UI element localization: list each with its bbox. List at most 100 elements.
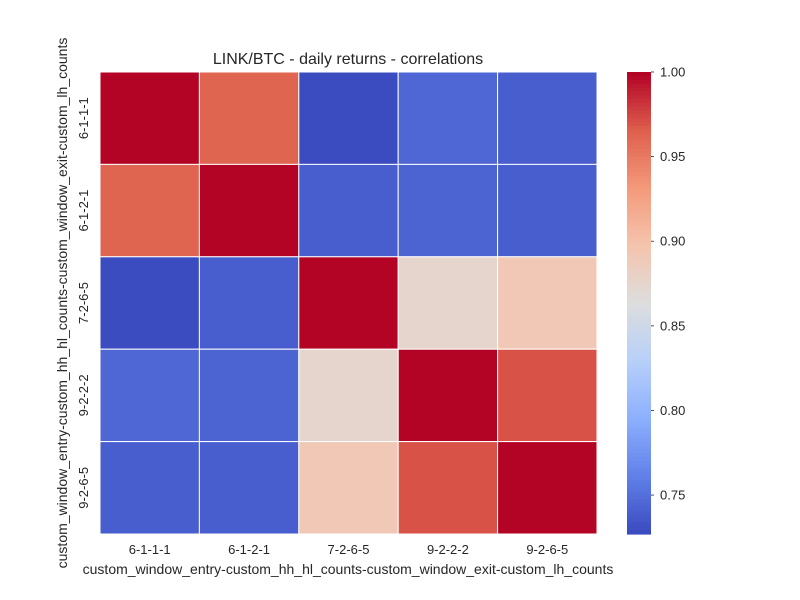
colorbar-segment (627, 110, 651, 115)
colorbar-segment (627, 299, 651, 304)
colorbar-segment (627, 457, 651, 462)
colorbar-segment (627, 276, 651, 281)
colorbar-segment (627, 287, 651, 293)
colorbar-segment (627, 422, 651, 427)
colorbar-segment (627, 160, 651, 165)
colorbar-segment (627, 522, 651, 527)
colorbar-segment (627, 256, 651, 262)
colorbar-segment (627, 530, 651, 535)
heatmap-cell-6-1-2-1-9-2-2-2 (397, 163, 499, 258)
heatmap-cell-6-1-1-1-6-1-1-1 (99, 71, 200, 165)
heatmap-cell-9-2-6-5-9-2-2-2 (397, 441, 499, 535)
colorbar-segment (627, 175, 651, 181)
colorbar-tick-label: 0.80 (660, 403, 685, 418)
colorbar-segment (627, 156, 651, 162)
colorbar-segment (627, 129, 651, 135)
x-tick-labels: 6-1-1-1 6-1-2-1 7-2-6-5 9-2-2-2 9-2-6-5 (129, 542, 569, 557)
colorbar-segment (627, 72, 651, 77)
colorbar-segment (627, 480, 651, 485)
colorbar-segment (627, 195, 651, 200)
colorbar-segment (627, 183, 651, 189)
colorbar-segment (627, 187, 651, 192)
heatmap-cell-9-2-2-2-7-2-6-5 (298, 348, 399, 443)
colorbar-segment (627, 264, 651, 269)
colorbar-segment (627, 226, 651, 231)
heatmap-cell-6-1-2-1-6-1-2-1 (198, 163, 300, 258)
colorbar-segment (627, 391, 651, 396)
colorbar-segment (627, 268, 651, 273)
heatmap-cell-6-1-1-1-6-1-2-1 (198, 71, 300, 165)
colorbar-segment (627, 141, 651, 146)
colorbar-segment (627, 252, 651, 258)
chart-title: LINK/BTC - daily returns - correlations (213, 51, 483, 68)
heatmap-cell-7-2-6-5-6-1-2-1 (198, 256, 300, 350)
colorbar-segment (627, 507, 651, 512)
heatmap-cell-9-2-6-5-6-1-2-1 (198, 441, 300, 535)
heatmap-cell-9-2-2-2-6-1-1-1 (99, 348, 200, 443)
colorbar-segment (627, 514, 651, 520)
colorbar-segment (627, 137, 651, 142)
heatmap-cell-9-2-6-5-6-1-1-1 (99, 441, 200, 535)
colorbar-segment (627, 164, 651, 169)
colorbar-segment (627, 495, 651, 500)
colorbar-segment (627, 152, 651, 158)
colorbar-segment (627, 333, 651, 339)
colorbar-segment (627, 229, 651, 235)
colorbar-segment (627, 437, 651, 443)
colorbar-segment (627, 460, 651, 466)
colorbar-segment (627, 310, 651, 316)
colorbar-segment (627, 102, 651, 108)
colorbar-segment (627, 91, 651, 96)
heatmap-cell-6-1-2-1-9-2-6-5 (497, 163, 598, 258)
x-tick-label: 6-1-2-1 (228, 542, 270, 557)
colorbar-segment (627, 237, 651, 242)
colorbar-segment (627, 191, 651, 196)
colorbar-segment (627, 222, 651, 227)
y-tick-label: 9-2-6-5 (76, 467, 91, 509)
colorbar-segment (627, 464, 651, 470)
heatmap-cell-6-1-1-1-7-2-6-5 (298, 71, 399, 165)
colorbar-tick-labels: 0.75 0.80 0.85 0.90 0.95 1.00 (651, 65, 685, 503)
colorbar-segment (627, 406, 651, 412)
x-tick-label: 9-2-2-2 (427, 542, 469, 557)
heatmap-cell-9-2-2-2-9-2-6-5 (497, 348, 598, 443)
colorbar-segment (627, 383, 651, 389)
colorbar-segment (627, 87, 651, 92)
heatmap-cell-9-2-6-5-9-2-6-5 (497, 441, 598, 535)
colorbar-segment (627, 306, 651, 312)
colorbar-segment (627, 79, 651, 85)
colorbar-segment (627, 283, 651, 289)
colorbar-segment (627, 364, 651, 370)
colorbar-segment (627, 218, 651, 223)
colorbar-tick-label: 0.75 (660, 488, 685, 503)
colorbar-segment (627, 341, 651, 346)
heatmap-cell-9-2-2-2-9-2-2-2 (397, 348, 499, 443)
y-tick-label: 7-2-6-5 (76, 282, 91, 324)
colorbar-segment (627, 491, 651, 497)
colorbar-segment (627, 445, 651, 450)
colorbar-segment (627, 376, 651, 381)
colorbar-segment (627, 106, 651, 112)
colorbar-segment (627, 410, 651, 416)
colorbar-segment (627, 206, 651, 212)
colorbar-segment (627, 249, 651, 254)
colorbar-segment (627, 83, 651, 88)
colorbar-segment (627, 372, 651, 377)
colorbar-segment (627, 172, 651, 177)
heatmap-cell-9-2-6-5-7-2-6-5 (298, 441, 399, 535)
colorbar-segment (627, 118, 651, 123)
colorbar-tick-label: 0.85 (660, 318, 685, 333)
colorbar-segment (627, 98, 651, 104)
colorbar (627, 72, 651, 535)
colorbar-segment (627, 433, 651, 439)
colorbar-segment (627, 245, 651, 250)
heatmap-cell-6-1-1-1-9-2-6-5 (497, 71, 598, 165)
colorbar-segment (627, 526, 651, 531)
y-tick-label: 9-2-2-2 (76, 374, 91, 416)
heatmap-cell-6-1-2-1-6-1-1-1 (99, 163, 200, 258)
heatmap-cell-6-1-1-1-9-2-2-2 (397, 71, 499, 165)
colorbar-segment (627, 314, 651, 319)
colorbar-segment (627, 510, 651, 516)
heatmap-cell-7-2-6-5-9-2-2-2 (397, 256, 499, 350)
